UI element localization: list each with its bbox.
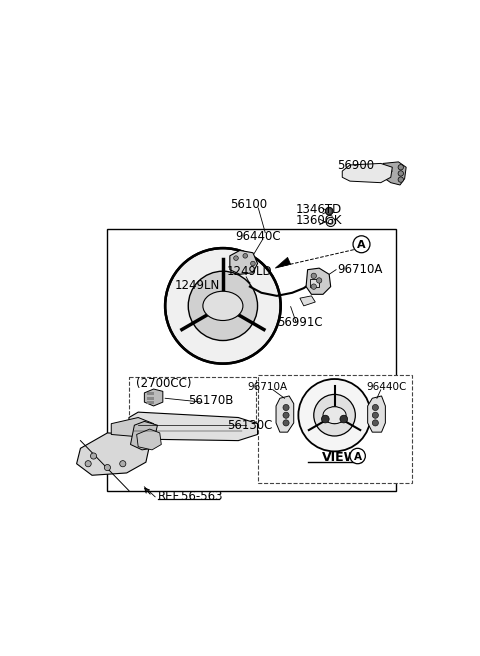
Polygon shape bbox=[306, 268, 331, 295]
Polygon shape bbox=[300, 296, 315, 306]
Text: 96440C: 96440C bbox=[235, 230, 281, 243]
Bar bbox=[129, 377, 256, 422]
Circle shape bbox=[299, 379, 371, 451]
Circle shape bbox=[209, 292, 237, 319]
Bar bbox=[258, 375, 411, 483]
Polygon shape bbox=[129, 412, 258, 441]
Text: A: A bbox=[357, 240, 366, 250]
Circle shape bbox=[234, 256, 238, 260]
Text: 1249LD: 1249LD bbox=[227, 266, 272, 279]
Circle shape bbox=[251, 261, 255, 266]
Bar bbox=[310, 279, 319, 287]
Circle shape bbox=[283, 405, 289, 411]
Circle shape bbox=[398, 165, 404, 170]
Polygon shape bbox=[144, 389, 163, 406]
Circle shape bbox=[322, 415, 329, 423]
Text: A: A bbox=[354, 452, 361, 462]
Text: 96710A: 96710A bbox=[337, 263, 382, 276]
Text: 96710A: 96710A bbox=[248, 382, 288, 392]
Circle shape bbox=[311, 284, 316, 289]
Ellipse shape bbox=[323, 407, 346, 424]
Circle shape bbox=[353, 236, 370, 253]
Polygon shape bbox=[383, 162, 406, 185]
Text: 56170B: 56170B bbox=[188, 394, 234, 407]
Circle shape bbox=[398, 171, 404, 176]
Circle shape bbox=[350, 448, 365, 464]
Circle shape bbox=[165, 248, 281, 363]
Text: REF.56-563: REF.56-563 bbox=[158, 489, 224, 502]
Bar bbox=[108, 229, 396, 491]
Polygon shape bbox=[131, 421, 157, 450]
Circle shape bbox=[120, 461, 126, 467]
Circle shape bbox=[188, 271, 258, 340]
Text: 1346TD: 1346TD bbox=[296, 203, 342, 216]
Circle shape bbox=[85, 461, 91, 467]
Circle shape bbox=[325, 207, 333, 215]
Circle shape bbox=[326, 217, 336, 226]
Polygon shape bbox=[77, 433, 150, 475]
Circle shape bbox=[328, 220, 333, 224]
Circle shape bbox=[326, 407, 343, 424]
Text: 56900: 56900 bbox=[337, 159, 374, 173]
Polygon shape bbox=[342, 163, 392, 182]
Text: (2700CC): (2700CC) bbox=[136, 377, 192, 390]
Circle shape bbox=[90, 453, 96, 459]
Circle shape bbox=[104, 464, 110, 470]
Circle shape bbox=[283, 420, 289, 426]
Circle shape bbox=[340, 415, 348, 423]
Text: 1360GK: 1360GK bbox=[296, 214, 343, 227]
Text: 56100: 56100 bbox=[230, 197, 268, 211]
Polygon shape bbox=[137, 429, 161, 450]
Bar bbox=[147, 397, 155, 400]
Circle shape bbox=[311, 273, 316, 279]
Circle shape bbox=[243, 253, 248, 258]
Circle shape bbox=[372, 412, 378, 419]
Ellipse shape bbox=[203, 291, 243, 321]
Circle shape bbox=[327, 209, 331, 213]
Polygon shape bbox=[111, 417, 154, 437]
Circle shape bbox=[372, 420, 378, 426]
Polygon shape bbox=[230, 251, 258, 274]
Text: 1249LN: 1249LN bbox=[175, 279, 220, 291]
Text: 96440C: 96440C bbox=[367, 382, 407, 392]
Polygon shape bbox=[275, 257, 291, 268]
Circle shape bbox=[283, 412, 289, 419]
Circle shape bbox=[372, 405, 378, 411]
Circle shape bbox=[398, 177, 404, 182]
Bar bbox=[147, 401, 155, 405]
Polygon shape bbox=[368, 396, 385, 432]
Bar bbox=[147, 392, 155, 395]
Text: VIEW: VIEW bbox=[322, 451, 358, 464]
Circle shape bbox=[314, 394, 355, 436]
Circle shape bbox=[316, 277, 322, 283]
Text: 56130C: 56130C bbox=[227, 419, 272, 432]
Text: 56991C: 56991C bbox=[277, 316, 323, 329]
Polygon shape bbox=[276, 396, 294, 432]
